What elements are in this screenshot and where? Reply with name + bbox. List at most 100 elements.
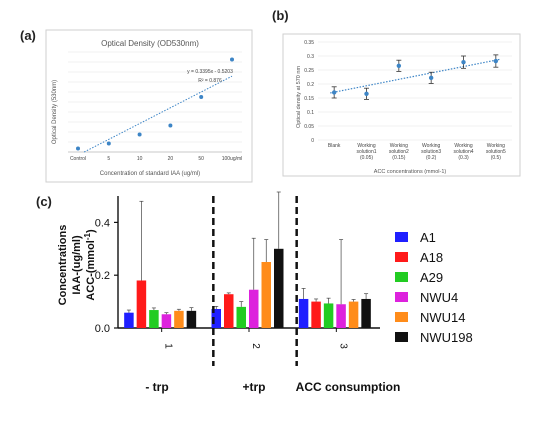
chart-a-point: [76, 146, 80, 151]
chart-c-y-tick-label: 0.0: [95, 323, 110, 335]
chart-a-x-tick-label: 20: [168, 156, 174, 162]
chart-b-x-ticks: Blank Workingsolution1(0.05)Workingsoluti…: [328, 143, 506, 161]
chart-c-bar: [249, 289, 259, 328]
chart-c-group-label: ACC consumption: [296, 380, 401, 394]
chart-b-x-tick-label: solution1: [356, 149, 376, 155]
chart-b-y-tick-label: 0: [311, 138, 314, 144]
panel-c-label: (c): [36, 194, 52, 209]
chart-b-y-ticks: 0 0.05 0.1 0.15 0.2 0.25 0.3 0.35: [304, 40, 314, 144]
chart-a-points: [76, 57, 234, 151]
chart-a-x-tick-label: 10: [137, 156, 143, 162]
chart-b-x-tick-label: solution3: [421, 149, 441, 155]
chart-b-gridlines: [318, 41, 512, 141]
chart-c-ylabel-line-1: Concentrations: [57, 225, 69, 306]
chart-c-legend-label: NWU4: [420, 290, 458, 305]
chart-c-legend-swatch: [395, 272, 408, 282]
chart-a-point: [137, 132, 142, 137]
chart-c-bar: [161, 314, 172, 328]
chart-b-point: [396, 63, 402, 68]
chart-c-bar: [336, 304, 346, 328]
chart-b-x-tick-label: Working: [454, 143, 472, 149]
panel-a-frame: [45, 29, 253, 183]
chart-b-x-tick-label: Working: [487, 143, 505, 149]
panel-b-frame: [282, 33, 521, 177]
chart-c-legend-label: A18: [420, 250, 443, 265]
chart-c-ylabel-line-2: IAA-(ug/ml): [71, 235, 83, 295]
chart-c-y-tick-label: 0.4: [95, 217, 110, 229]
chart-c-bar: [149, 310, 159, 328]
chart-b-x-tick-label: Working: [422, 143, 440, 149]
chart-a-x-tick-label: Control: [70, 156, 86, 162]
panel-b: (b) 0 0.05 0.1 0.15 0.2 0.25 0.3 0.35 Blank Work…: [272, 8, 521, 177]
chart-b-trendline: [330, 58, 500, 94]
chart-c-x-tick-label: 2: [250, 343, 261, 349]
chart-c-bar: [211, 308, 221, 328]
chart-c-legend: A1 A18 A29 NWU4 NWU14 NWU198: [395, 230, 473, 345]
chart-c-x-tick-label: 3: [337, 343, 348, 349]
chart-b-x-tick-label: (0.3): [458, 155, 469, 161]
chart-b-point: [364, 91, 369, 97]
chart-a-x-tick-label: 50: [198, 156, 204, 162]
chart-b-x-tick-label: solution4: [453, 149, 473, 155]
chart-c-bar: [348, 301, 359, 328]
chart-a-gridlines: [68, 51, 242, 153]
chart-c-group-label: +trp: [242, 380, 265, 394]
chart-c-legend-swatch: [395, 332, 408, 342]
chart-c-ylabel: Concentrations IAA-(ug/ml) ACC-(mmol-1): [57, 225, 97, 306]
chart-c-legend-swatch: [395, 252, 408, 262]
chart-c-error-bars: [126, 191, 369, 315]
chart-b-y-tick-label: 0.25: [304, 68, 314, 74]
chart-b-xlabel: ACC concentrations (mmol-1): [374, 169, 447, 175]
chart-b-y-tick-label: 0.1: [307, 110, 314, 116]
chart-c-ylabel-close: ): [85, 229, 97, 233]
chart-c-bar: [224, 294, 234, 328]
panel-c: (c) Concentrations IAA-(ug/ml) ACC-(mmol…: [36, 191, 473, 394]
chart-b-x-tick-label: solution5: [486, 149, 506, 155]
chart-c-y-tick-label: 0.2: [95, 270, 110, 282]
chart-c-legend-label: NWU198: [420, 330, 473, 345]
chart-c-legend-label: NWU14: [420, 310, 466, 325]
chart-b-x-tick-label: solution2: [389, 149, 409, 155]
chart-b-point: [428, 75, 434, 81]
chart-c-bar: [261, 262, 271, 328]
chart-c-x-ticks: 1 2 3: [161, 328, 348, 349]
chart-b-x-tick-label: (0.05): [360, 155, 373, 161]
chart-c-group-labels: - trp +trp ACC consumption: [145, 380, 400, 394]
chart-b-point: [493, 58, 499, 64]
panel-a: (a) Optical Density (OD530nm) Control 5 10…: [20, 28, 253, 183]
chart-a-point: [199, 95, 204, 99]
chart-a-point: [168, 123, 173, 128]
chart-c-bar: [174, 310, 184, 328]
chart-c-bar: [136, 280, 147, 328]
chart-c-legend-swatch: [395, 292, 408, 302]
chart-a-point: [106, 141, 111, 146]
chart-a-x-ticks: Control 5 10 20 50 100ug/ml: [70, 156, 242, 162]
chart-c-bar: [236, 306, 246, 328]
chart-b-y-tick-label: 0.05: [304, 124, 314, 130]
chart-c-ylabel-acc: ACC-(mmol: [85, 240, 97, 301]
chart-a-xlabel: Concentration of standard IAA (ug/ml): [100, 171, 200, 177]
chart-b-y-tick-label: 0.35: [304, 40, 314, 46]
chart-c-group-dividers: [212, 196, 298, 366]
chart-b-y-tick-label: 0.3: [307, 54, 314, 60]
chart-a-r2: R² = 0.876: [198, 78, 222, 84]
chart-c-bar: [298, 298, 309, 328]
chart-b-y-tick-label: 0.15: [304, 96, 314, 102]
chart-c-legend-label: A1: [420, 230, 436, 245]
chart-b-point: [461, 59, 466, 65]
chart-c-x-tick-label: 1: [163, 343, 174, 349]
chart-c-bar: [124, 312, 134, 328]
chart-a-title: Optical Density (OD530nm): [101, 39, 199, 48]
chart-b-x-tick-label: Working: [357, 143, 375, 149]
chart-c-bars: [124, 248, 371, 328]
chart-b-points: [331, 54, 499, 100]
chart-a-point: [230, 57, 234, 62]
chart-b-x-tick-label: Blank: [328, 143, 341, 149]
chart-b-x-tick-label: (0.5): [491, 155, 502, 161]
chart-c-bar: [186, 310, 197, 328]
chart-c-bar: [311, 301, 321, 328]
chart-c-bar: [361, 298, 371, 328]
chart-c-legend-label: A29: [420, 270, 443, 285]
chart-c-group-label: - trp: [145, 380, 168, 394]
chart-c-y-ticks: 0.0 0.2 0.4: [95, 217, 118, 335]
